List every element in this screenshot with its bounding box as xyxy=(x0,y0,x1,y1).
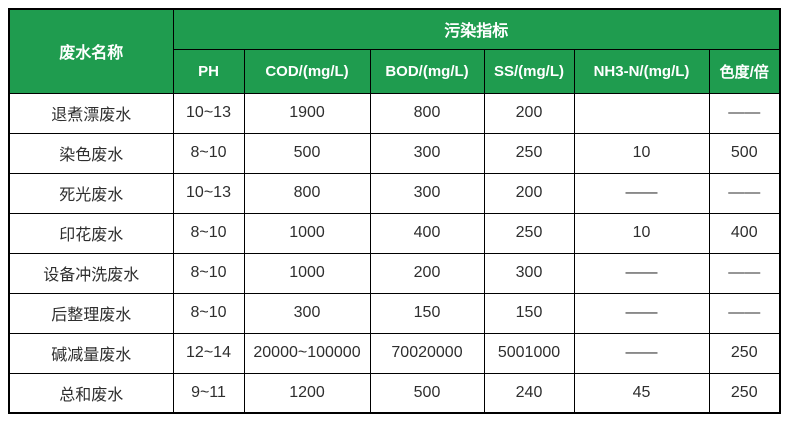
value-cell: 240 xyxy=(483,372,575,414)
value-cell: 9~11 xyxy=(172,372,245,414)
value-cell: 400 xyxy=(369,212,485,254)
value-cell: —— xyxy=(573,332,710,374)
value-cell: 1000 xyxy=(243,252,371,294)
value-cell: —— xyxy=(708,292,781,334)
group-header-cell: 污染指标 xyxy=(172,8,781,50)
value-cell: 800 xyxy=(369,92,485,134)
value-cell: 45 xyxy=(573,372,710,414)
value-cell: 8~10 xyxy=(172,212,245,254)
column-header-color: 色度/倍 xyxy=(708,48,781,94)
value-cell: 300 xyxy=(369,172,485,214)
value-cell: 150 xyxy=(483,292,575,334)
value-cell: 800 xyxy=(243,172,371,214)
column-header-nh3n: NH3-N/(mg/L) xyxy=(573,48,710,94)
corner-header-cell: 废水名称 xyxy=(8,8,174,94)
value-cell: 300 xyxy=(369,132,485,174)
table-row: 设备冲洗废水 8~10 1000 200 300 —— —— xyxy=(8,252,781,294)
value-cell: —— xyxy=(573,172,710,214)
value-cell: 500 xyxy=(243,132,371,174)
column-header-bod: BOD/(mg/L) xyxy=(369,48,485,94)
value-cell: 200 xyxy=(483,92,575,134)
value-cell: 70020000 xyxy=(369,332,485,374)
column-header-ss: SS/(mg/L) xyxy=(483,48,575,94)
value-cell: 500 xyxy=(708,132,781,174)
table-row: 染色废水 8~10 500 300 250 10 500 xyxy=(8,132,781,174)
value-cell: 250 xyxy=(483,212,575,254)
value-cell: 10 xyxy=(573,132,710,174)
value-cell: 200 xyxy=(483,172,575,214)
value-cell xyxy=(573,92,710,134)
row-name-cell: 设备冲洗废水 xyxy=(8,252,174,294)
table-row: 总和废水 9~11 1200 500 240 45 250 xyxy=(8,372,781,414)
row-name-cell: 碱减量废水 xyxy=(8,332,174,374)
value-cell: 12~14 xyxy=(172,332,245,374)
header-columns-row: PH COD/(mg/L) BOD/(mg/L) SS/(mg/L) NH3-N… xyxy=(9,48,781,94)
header-group-row: 废水名称 污染指标 xyxy=(8,8,781,94)
value-cell: —— xyxy=(573,292,710,334)
value-cell: 300 xyxy=(483,252,575,294)
value-cell: 5001000 xyxy=(483,332,575,374)
wastewater-indicator-table: 废水名称 污染指标 PH COD/(mg/L) BOD/(mg/L) SS/(m… xyxy=(8,8,782,414)
table-header: 废水名称 污染指标 PH COD/(mg/L) BOD/(mg/L) SS/(m… xyxy=(8,8,781,94)
value-cell: 1000 xyxy=(243,212,371,254)
table-body: 退煮漂废水 10~13 1900 800 200 —— 染色废水 8~10 500 300 250 1… xyxy=(8,92,781,414)
table-row: 死光废水 10~13 800 300 200 —— —— xyxy=(8,172,781,214)
value-cell: 250 xyxy=(483,132,575,174)
value-cell: —— xyxy=(708,172,781,214)
value-cell: 250 xyxy=(708,332,781,374)
value-cell: 1200 xyxy=(243,372,371,414)
value-cell: —— xyxy=(708,92,781,134)
value-cell: 8~10 xyxy=(172,132,245,174)
value-cell: 8~10 xyxy=(172,252,245,294)
value-cell: 150 xyxy=(369,292,485,334)
table-row: 退煮漂废水 10~13 1900 800 200 —— xyxy=(8,92,781,134)
row-name-cell: 印花废水 xyxy=(8,212,174,254)
table-row: 碱减量废水 12~14 20000~100000 70020000 5001000 —— 2… xyxy=(8,332,781,374)
value-cell: 400 xyxy=(708,212,781,254)
value-cell: 300 xyxy=(243,292,371,334)
column-header-cod: COD/(mg/L) xyxy=(243,48,371,94)
row-name-cell: 总和废水 xyxy=(8,372,174,414)
row-name-cell: 死光废水 xyxy=(8,172,174,214)
value-cell: 200 xyxy=(369,252,485,294)
value-cell: —— xyxy=(708,252,781,294)
value-cell: 1900 xyxy=(243,92,371,134)
value-cell: 10~13 xyxy=(172,172,245,214)
row-name-cell: 后整理废水 xyxy=(8,292,174,334)
value-cell: 500 xyxy=(369,372,485,414)
column-header-ph: PH xyxy=(172,48,245,94)
value-cell: 8~10 xyxy=(172,292,245,334)
table-row: 印花废水 8~10 1000 400 250 10 400 xyxy=(8,212,781,254)
value-cell: 250 xyxy=(708,372,781,414)
value-cell: —— xyxy=(573,252,710,294)
table-row: 后整理废水 8~10 300 150 150 —— —— xyxy=(8,292,781,334)
value-cell: 10 xyxy=(573,212,710,254)
value-cell: 20000~100000 xyxy=(243,332,371,374)
row-name-cell: 退煮漂废水 xyxy=(8,92,174,134)
row-name-cell: 染色废水 xyxy=(8,132,174,174)
value-cell: 10~13 xyxy=(172,92,245,134)
data-table: 废水名称 污染指标 PH COD/(mg/L) BOD/(mg/L) SS/(m… xyxy=(8,8,782,414)
